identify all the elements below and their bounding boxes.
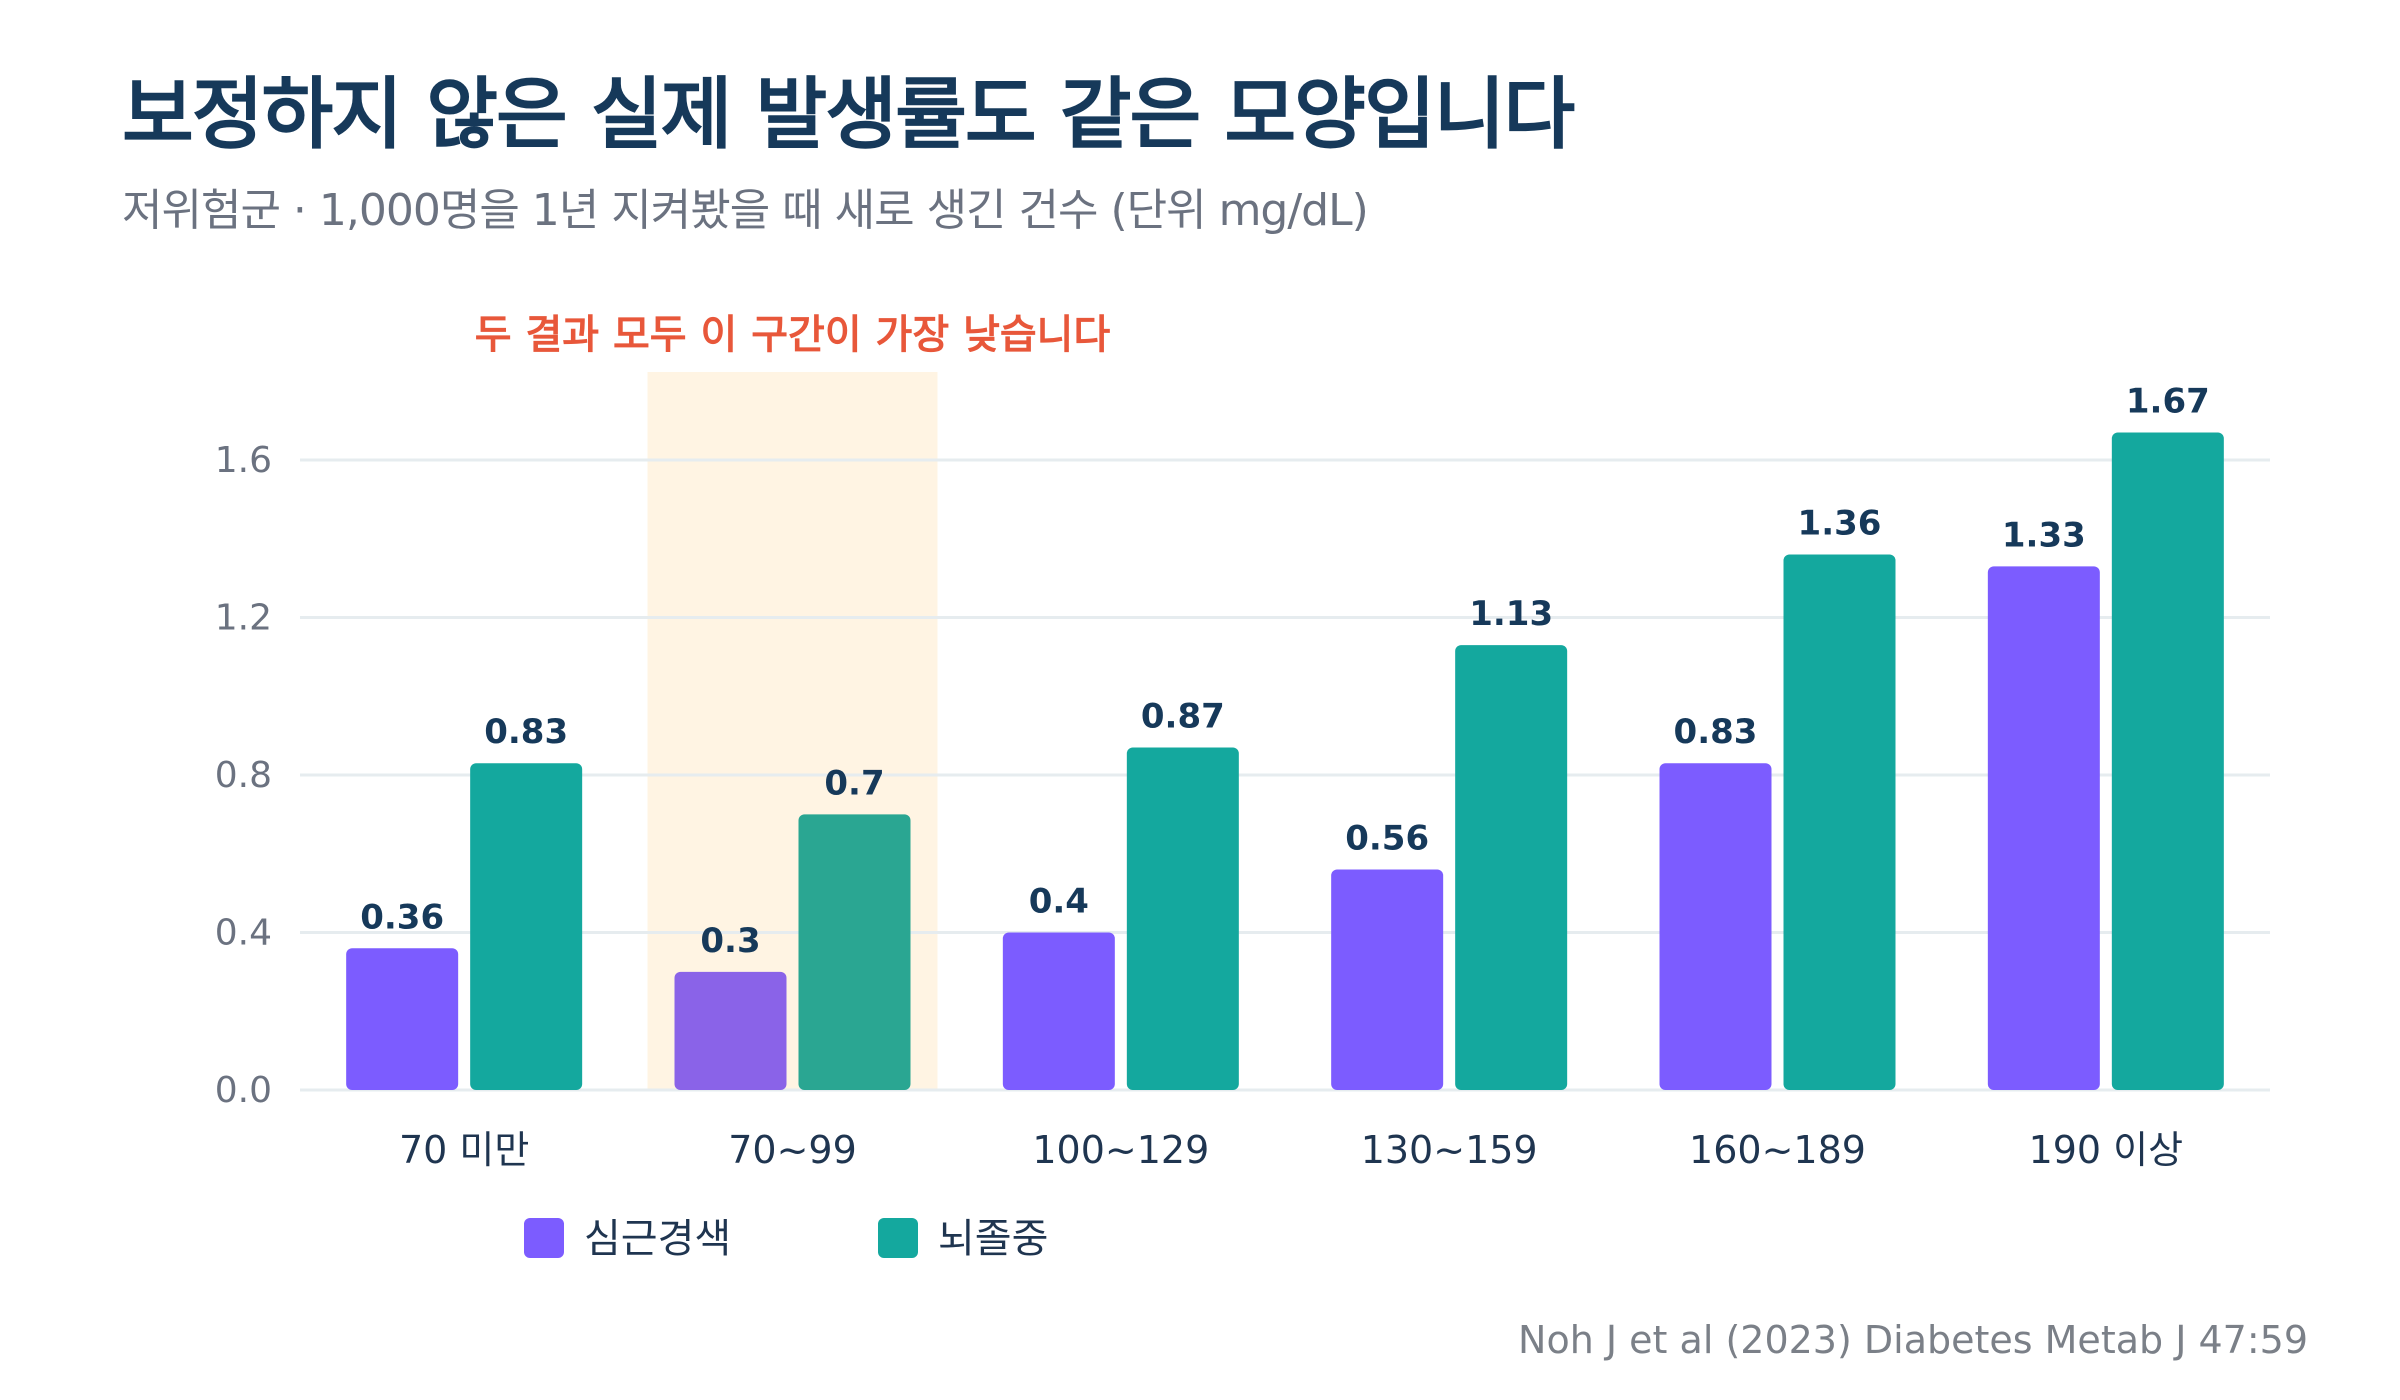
chart-subtitle: 저위험군 · 1,000명을 1년 지켜봤을 때 새로 생긴 건수 (단위 mg… [122,185,1369,236]
legend-label: 심근경색 [584,1216,731,1262]
data-label: 0.3 [700,921,760,961]
data-label: 1.13 [1469,594,1553,634]
bar-series-1 [1331,869,1444,1090]
x-tick-label: 70~99 [728,1128,857,1172]
y-tick-label: 0.8 [215,755,272,796]
bar-series-2 [1783,554,1896,1090]
data-label: 0.36 [360,897,444,937]
x-tick-label: 70 미만 [399,1128,529,1172]
legend-swatch-series-2 [878,1218,918,1258]
y-tick-label: 0.4 [215,913,272,954]
legend: 심근경색 뇌졸중 [524,1216,1048,1262]
bar-series-1 [1659,763,1772,1090]
bar-series-2 [1455,645,1568,1090]
chart-title: 보정하지 않은 실제 발생률도 같은 모양입니다 [122,70,1575,160]
y-tick-label: 1.6 [215,440,272,481]
x-tick-label: 160~189 [1689,1128,1866,1172]
highlight-annotation: 두 결과 모두 이 구간이 가장 낮습니다 [475,312,1111,358]
data-label: 0.83 [484,712,568,752]
bar-series-1 [1002,932,1115,1090]
grid-layer: 0.0 0.4 0.8 1.2 1.6 [215,440,2270,1111]
y-tick-label: 0.0 [215,1070,272,1111]
bar-series-1 [1987,566,2100,1090]
source-citation: Noh J et al (2023) Diabetes Metab J 47:5… [1518,1318,2308,1362]
bar-layer [346,432,2224,1090]
x-tick-label: 100~129 [1032,1128,1209,1172]
legend-swatch-series-1 [524,1218,564,1258]
bar-series-2 [2111,432,2224,1090]
x-tick-label: 190 이상 [2029,1128,2184,1172]
data-label: 0.7 [824,763,884,803]
data-label: 1.67 [2126,381,2210,421]
label-layer: 0.36 0.83 70 미만 0.3 0.7 70~99 0.4 0.87 100~129 0.… [360,381,2210,1172]
data-label: 0.83 [1674,712,1758,752]
data-label: 0.4 [1029,882,1089,922]
y-tick-label: 1.2 [215,598,272,639]
legend-label: 뇌졸중 [938,1216,1048,1262]
bar-series-2 [798,814,911,1090]
data-label: 0.56 [1345,819,1429,859]
bar-series-2 [1126,747,1239,1090]
x-tick-label: 130~159 [1361,1128,1538,1172]
data-label: 0.87 [1141,696,1225,736]
bar-series-1 [346,948,459,1090]
bar-series-1 [674,971,787,1090]
bar-series-2 [470,763,583,1090]
data-label: 1.36 [1798,504,1882,544]
data-label: 1.33 [2002,515,2086,555]
